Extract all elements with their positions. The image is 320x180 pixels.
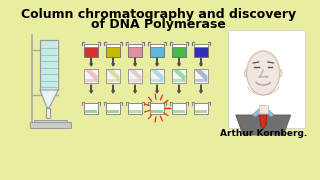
Bar (151, 109, 163, 112)
FancyArrow shape (134, 85, 136, 93)
Bar (195, 79, 207, 82)
Bar (172, 79, 185, 82)
Bar (150, 102, 164, 114)
Polygon shape (40, 90, 58, 108)
Bar (106, 44, 120, 57)
Bar (151, 79, 164, 82)
Polygon shape (252, 105, 274, 117)
Polygon shape (172, 70, 185, 82)
Text: of DNA Polymerase: of DNA Polymerase (92, 17, 226, 30)
Bar (128, 69, 142, 83)
Bar (84, 44, 99, 46)
Bar (40, 40, 58, 90)
Bar (35, 120, 67, 124)
Bar (194, 44, 208, 46)
Text: Column chromatography and discovery: Column chromatography and discovery (21, 8, 296, 21)
Bar (129, 79, 141, 82)
Polygon shape (85, 70, 98, 82)
Bar (84, 102, 98, 114)
Bar (85, 79, 98, 82)
Bar (195, 109, 207, 112)
Polygon shape (236, 115, 291, 135)
Polygon shape (107, 70, 120, 82)
Bar (172, 69, 186, 83)
Bar (84, 44, 99, 57)
FancyArrow shape (156, 58, 158, 66)
Bar (41, 41, 57, 89)
FancyArrow shape (178, 85, 180, 93)
FancyArrow shape (90, 58, 92, 66)
Bar (84, 69, 99, 83)
Bar (128, 102, 142, 114)
FancyArrow shape (178, 58, 180, 66)
FancyArrow shape (90, 85, 92, 93)
Bar (46, 108, 50, 118)
Bar (194, 44, 208, 57)
Bar (150, 44, 164, 57)
FancyArrow shape (200, 85, 202, 93)
Bar (194, 69, 208, 83)
FancyArrow shape (156, 85, 158, 93)
Bar (129, 109, 141, 112)
Polygon shape (151, 70, 164, 82)
Bar (85, 109, 97, 112)
Ellipse shape (277, 69, 282, 77)
Bar (107, 109, 119, 112)
Bar (172, 102, 186, 114)
Bar (128, 44, 142, 46)
Polygon shape (195, 70, 207, 82)
FancyArrow shape (200, 58, 202, 66)
Bar (106, 69, 120, 83)
Bar (259, 105, 268, 113)
Bar (107, 79, 120, 82)
Bar (172, 44, 186, 46)
FancyArrow shape (112, 58, 114, 66)
Polygon shape (260, 115, 267, 129)
Bar (128, 44, 142, 57)
Bar (106, 102, 120, 114)
Bar (194, 102, 208, 114)
Ellipse shape (247, 51, 280, 95)
Bar (106, 44, 120, 46)
Bar (228, 30, 305, 128)
Ellipse shape (244, 69, 249, 77)
Polygon shape (129, 70, 141, 82)
Bar (172, 44, 186, 57)
FancyArrow shape (112, 85, 114, 93)
Text: Arthur Kornberg.: Arthur Kornberg. (220, 129, 307, 138)
Bar (150, 44, 164, 46)
FancyBboxPatch shape (30, 123, 71, 129)
FancyArrow shape (134, 58, 136, 66)
Bar (173, 109, 185, 112)
Bar (150, 69, 164, 83)
